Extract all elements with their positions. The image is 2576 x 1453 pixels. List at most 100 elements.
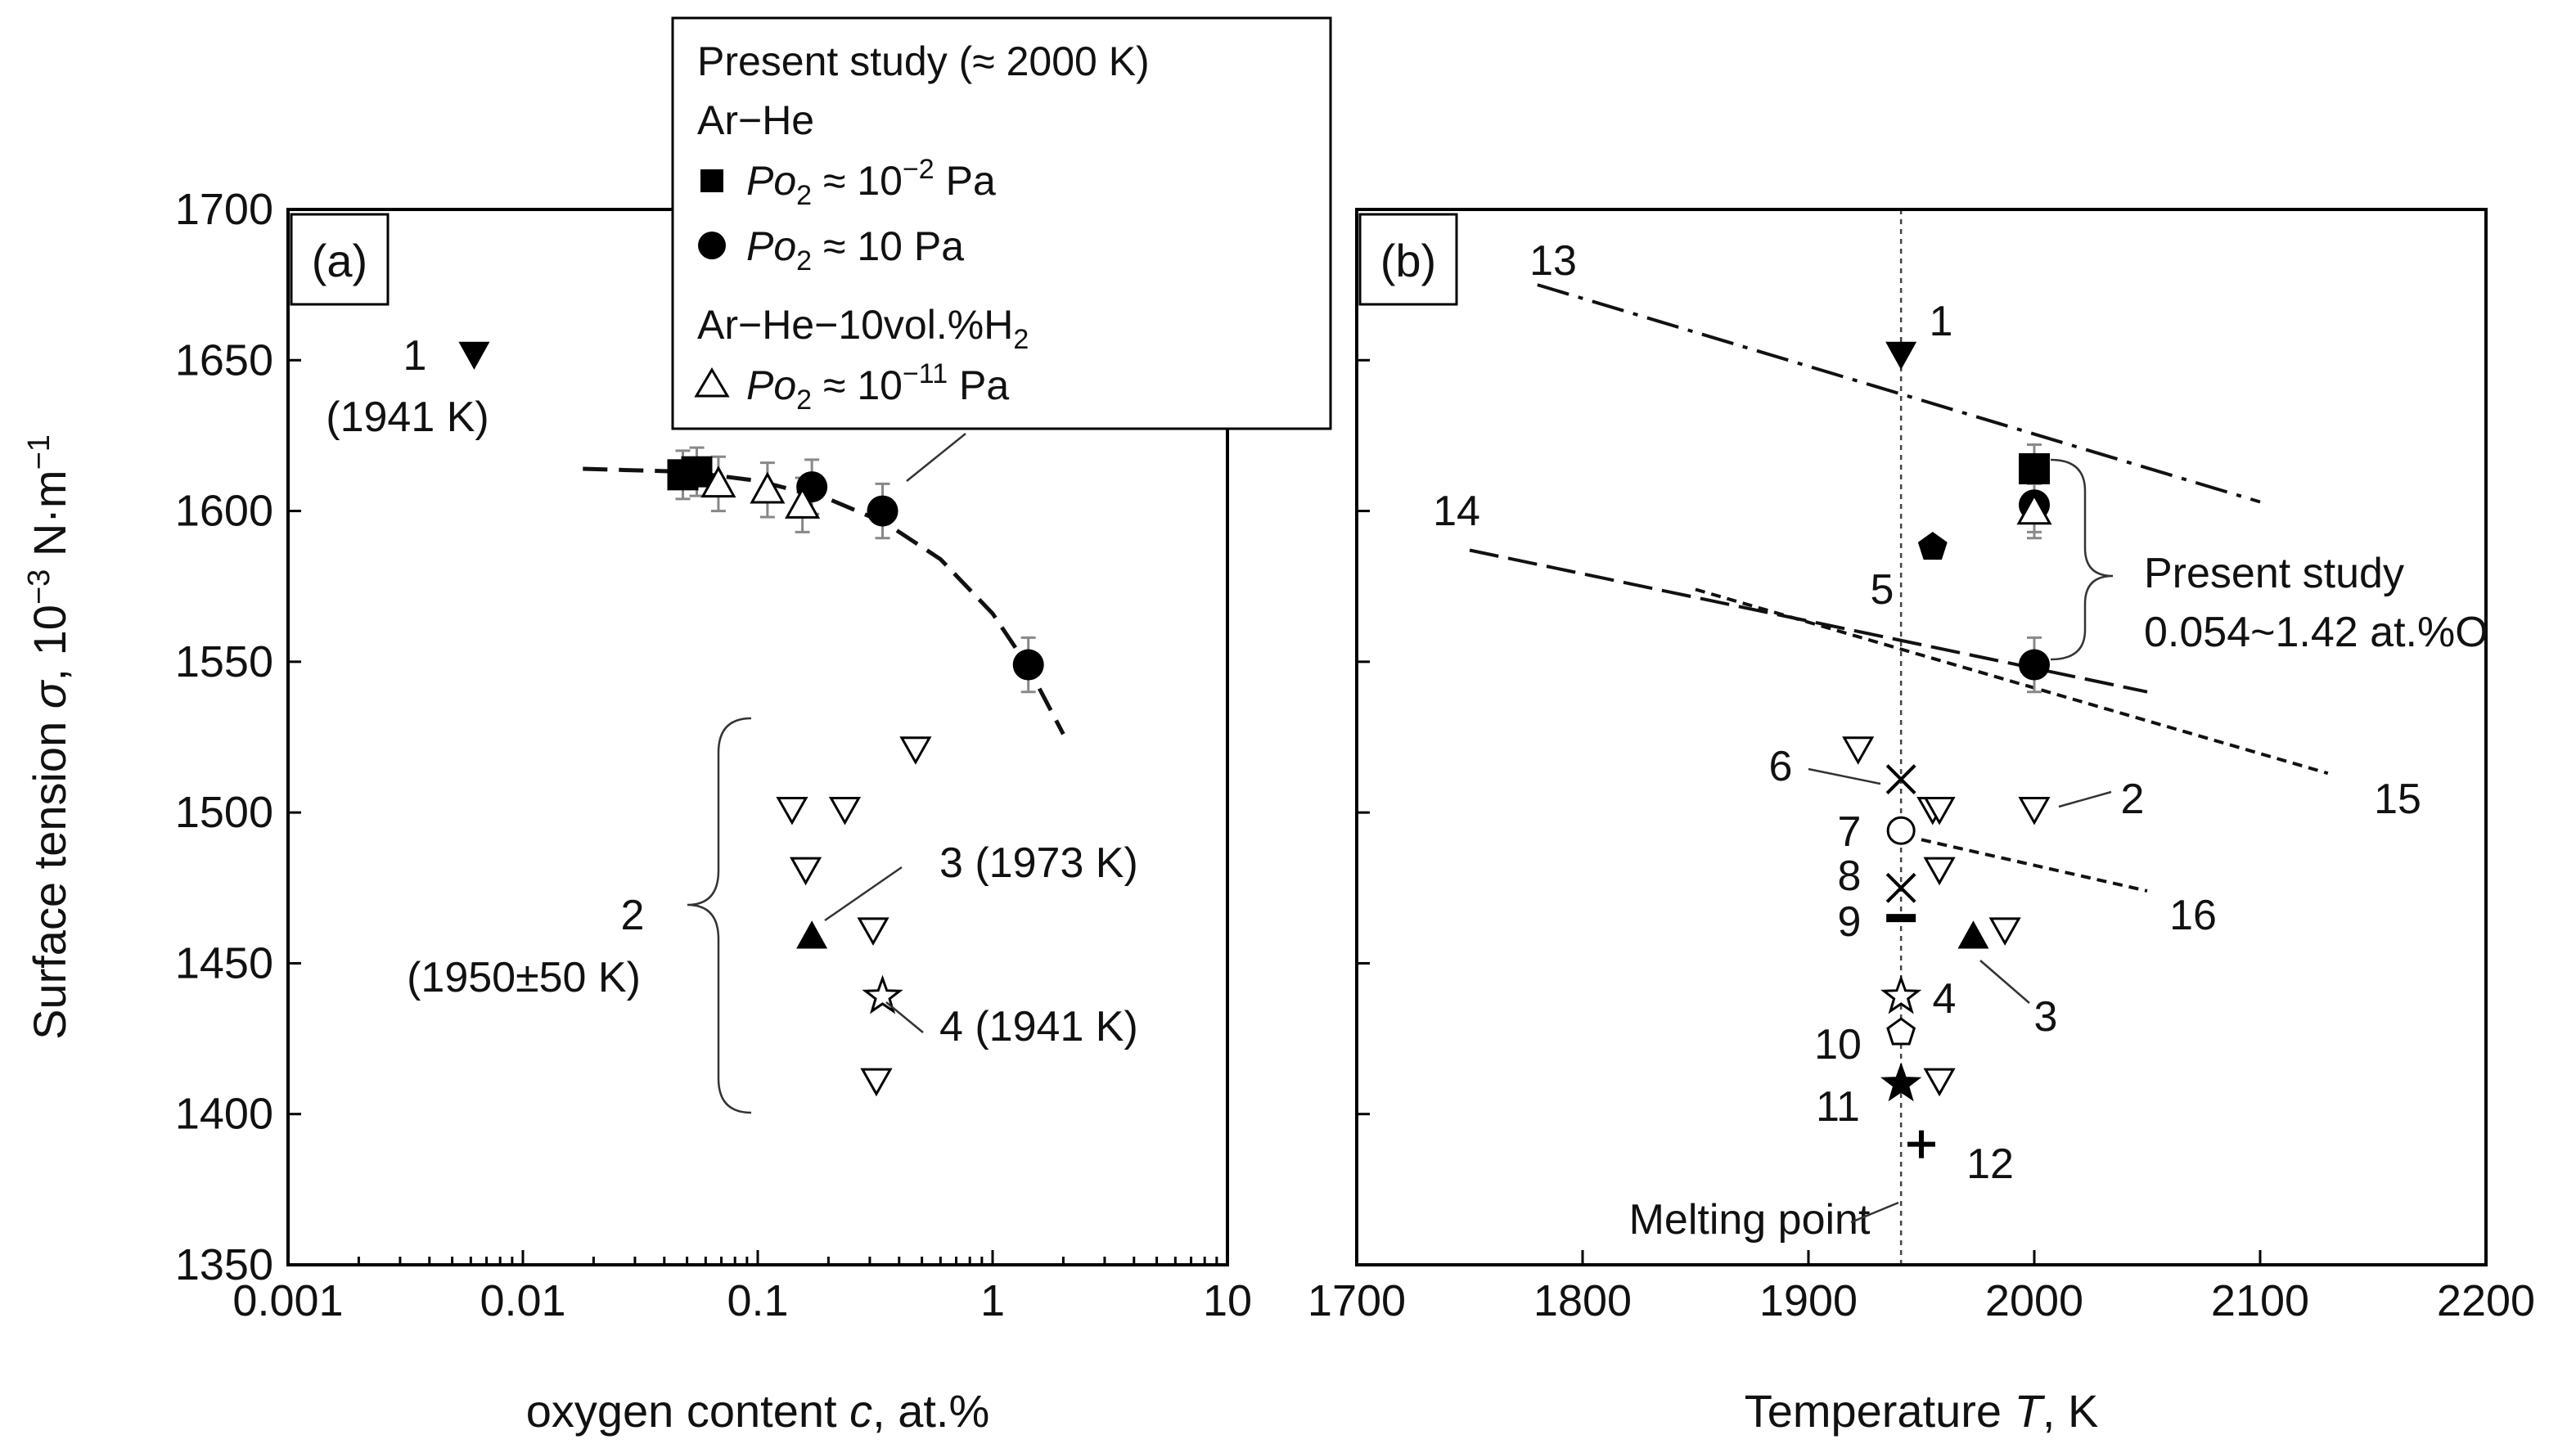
panel-b-x-tick-label-1800: 1800	[1533, 1276, 1632, 1325]
panel-b-line-16	[1921, 838, 2148, 893]
panel-b-leader-6	[1808, 767, 1881, 785]
panel-a-y-tick-label-1400: 1400	[175, 1090, 273, 1139]
panel-b-label-9: 9	[1838, 898, 1862, 946]
panel-b-leader-2	[2058, 790, 2112, 808]
panel-b-x-axis-title: Temperature T, K	[1745, 1385, 2099, 1437]
legend-group-ar-he: Ar−He	[697, 97, 814, 143]
panel-a-y-axis-title: Surface tension σ, 10−3 N·m−1	[22, 434, 75, 1040]
panel-a-x-tick-label-0.001: 0.001	[232, 1276, 343, 1325]
panel-a-marker-star-open-6-0	[862, 974, 903, 1014]
panel-b-x-tick-labels: 1700 1800 1900 2000 2100 2200	[1308, 1276, 2535, 1325]
panel-b-label-10: 10	[1814, 1021, 1862, 1068]
panel-a-y-tick-label-1600: 1600	[175, 487, 273, 536]
panel-a-y-tick-label-1700: 1700	[175, 185, 273, 234]
panel-b-leader-3	[1979, 960, 2030, 1004]
panel-a-y-tick-label-1450: 1450	[175, 938, 273, 987]
panel-b-axis-ticks	[1355, 208, 2488, 1266]
legend-leader	[906, 433, 966, 482]
panel-a-marker-triangle-down-filled-4-0	[458, 341, 490, 370]
panel-a-y-tick-label-1500: 1500	[175, 788, 273, 837]
panel-b-data-markers	[1842, 341, 2052, 1158]
legend-square-marker	[700, 169, 723, 192]
panel-b-marker-1-0	[1885, 341, 1917, 370]
panel-b-line-13	[1537, 283, 2261, 504]
panel-b-marker-2-13	[1923, 796, 1956, 825]
panel-a-marker-triangle-up-filled-5-0	[796, 920, 828, 949]
legend-box	[671, 16, 1332, 430]
legend-entry-po2-10: Po2 ≈ 10 Pa	[746, 223, 964, 277]
panel-a-ref4-label: 4 (1941 K)	[939, 1003, 1138, 1050]
panel-b-label-2: 2	[2121, 776, 2145, 823]
panel-b-x-tick-label-1700: 1700	[1308, 1276, 1406, 1325]
panel-a-label: (a)	[312, 235, 367, 286]
panel-a-ref4-leader	[885, 1001, 924, 1033]
panel-a-y-tick-label-1350: 1350	[175, 1240, 273, 1289]
panel-b: 1700 1800 1900 2000 2100 2200 (b) Temperature…	[1308, 208, 2535, 1437]
panel-b-x-tick-label-2000: 2000	[1985, 1276, 2083, 1325]
panel-b-label-box	[1358, 213, 1458, 306]
panel-a-marker-triangle-up-open-2-2	[785, 487, 821, 519]
panel-b-label-7: 7	[1838, 808, 1862, 856]
legend: Present study (≈ 2000 K) Ar−He Po2 ≈ 10−…	[671, 16, 1332, 430]
legend-open-triangle-marker	[694, 367, 730, 398]
panel-a-ref3-label: 3 (1973 K)	[939, 839, 1138, 887]
panel-b-label-15: 15	[2374, 776, 2421, 823]
panel-b-x-tick-label-2100: 2100	[2211, 1276, 2309, 1325]
panel-b-marker-2-14	[1923, 857, 1956, 886]
panel-b-marker-2-11	[1842, 736, 1875, 765]
panel-b-x-tick-label-1900: 1900	[1759, 1276, 1858, 1325]
panel-a-x-tick-labels: 0.001 0.01 0.1 1 10	[232, 1276, 1252, 1325]
panel-b-label-6: 6	[1769, 743, 1793, 790]
panel-b-melting-point-label: Melting point	[1629, 1196, 1871, 1244]
panel-a-ref1-label: 1	[403, 332, 427, 380]
panel-a-y-tick-label-1550: 1550	[175, 637, 273, 686]
panel-a-marker-triangle-down-open-3-2	[899, 736, 932, 765]
panel-b-label-5: 5	[1871, 566, 1894, 614]
panel-a-y-tick-label-1650: 1650	[175, 335, 273, 385]
panel-a-y-tick-labels: 1350 1400 1450 1500 1550 1600 1650 1700	[175, 185, 273, 1289]
panel-a-marker-circle-filled-1-2	[1012, 649, 1044, 681]
panel-b-label-14: 14	[1433, 488, 1480, 535]
panel-a-x-tick-label-10: 10	[1203, 1276, 1252, 1325]
panel-b-label-1: 1	[1930, 298, 1953, 345]
legend-entry-po2-1e-2: Po2 ≈ 10−2 Pa	[746, 154, 996, 211]
panel-b-label: (b)	[1380, 235, 1436, 286]
panel-b-x-tick-label-2200: 2200	[2437, 1276, 2535, 1325]
panel-b-marker-10-7	[1886, 1017, 1916, 1046]
panel-b-marker-9-5	[1886, 914, 1916, 923]
panel-a-data-markers	[458, 341, 1044, 1097]
panel-b-marker-12-9	[1907, 1130, 1935, 1158]
panel-a-error-bars	[675, 446, 1036, 694]
panel-a-marker-triangle-up-open-2-1	[750, 471, 786, 504]
panel-a-x-tick-label-1: 1	[980, 1276, 1005, 1325]
panel-b-marker-6-2	[1885, 764, 1916, 795]
panel-b-label-12: 12	[1966, 1140, 2014, 1188]
panel-a-label-box	[290, 213, 390, 306]
legend-entry-po2-1e-11: Po2 ≈ 10−11 Pa	[746, 358, 1009, 416]
panel-b-marker-present-18	[2019, 452, 2050, 484]
panel-b-label-13: 13	[1529, 237, 1577, 285]
panel-a-ref2-temperature: (1950±50 K)	[407, 954, 641, 1001]
panel-a: 1350 1400 1450 1500 1550 1600 1650 1700 0.001 0.…	[22, 16, 1332, 1437]
panel-b-marker-2-16	[1923, 1068, 1956, 1097]
panel-b-label-3: 3	[2034, 993, 2058, 1041]
legend-circle-marker	[698, 232, 726, 259]
panel-b-label-16: 16	[2169, 892, 2217, 939]
panel-b-present-study-range: 0.054~1.42 at.%O	[2144, 609, 2488, 656]
panel-b-marker-present-20	[2016, 493, 2052, 525]
panel-a-ref2-label: 2	[621, 892, 645, 939]
panel-b-label-8: 8	[1838, 852, 1862, 900]
panel-a-ref1-temperature: (1941 K)	[326, 394, 489, 441]
panel-a-fit-curve	[583, 466, 1065, 735]
panel-b-marker-8-4	[1885, 872, 1916, 903]
panel-a-x-tick-label-0.1: 0.1	[727, 1276, 788, 1325]
panel-b-marker-7-3	[1886, 816, 1916, 845]
panel-b-marker-3-10	[1957, 920, 1989, 949]
panel-a-x-axis-title: oxygen content c, at.%	[526, 1385, 990, 1437]
panel-b-marker-11-8	[1880, 1062, 1922, 1102]
panel-a-marker-triangle-down-open-3-0	[776, 796, 808, 825]
panel-b-line-15	[1695, 587, 2329, 776]
panel-a-marker-triangle-down-open-3-1	[828, 796, 862, 825]
panel-a-marker-square-filled-0-1	[681, 456, 713, 488]
